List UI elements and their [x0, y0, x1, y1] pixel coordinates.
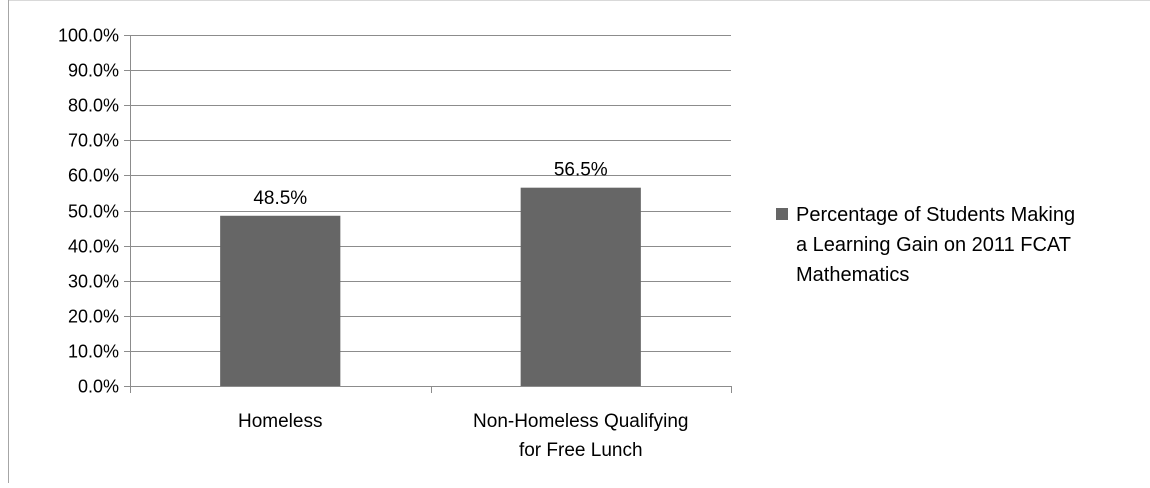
y-tick-label: 30.0%	[68, 272, 119, 292]
legend: Percentage of Students Making a Learning …	[776, 204, 1075, 286]
bars	[220, 187, 641, 386]
axes	[124, 35, 732, 393]
y-tick-label: 90.0%	[68, 61, 119, 81]
x-axis-category-labels: Homeless Non-Homeless Qualifying for Free …	[238, 411, 688, 461]
bar-data-label: 56.5%	[554, 160, 608, 181]
bar-data-label: 48.5%	[253, 188, 307, 209]
data-labels: 48.5% 56.5%	[253, 160, 607, 209]
legend-label: Mathematics	[796, 264, 909, 286]
x-category-label: for Free Lunch	[519, 440, 643, 461]
legend-label: Percentage of Students Making	[796, 204, 1075, 226]
bar	[220, 215, 341, 386]
y-axis-tick-labels: 0.0% 10.0% 20.0% 30.0% 40.0% 50.0% 60.0% 70.0% 8…	[58, 26, 119, 397]
y-tick-label: 20.0%	[68, 307, 119, 327]
y-tick-label: 10.0%	[68, 342, 119, 362]
bar	[520, 187, 641, 386]
legend-swatch	[776, 208, 788, 220]
y-tick-label: 60.0%	[68, 166, 119, 186]
legend-label: a Learning Gain on 2011 FCAT	[796, 234, 1071, 256]
x-category-label: Homeless	[238, 411, 322, 432]
y-tick-label: 0.0%	[78, 377, 119, 397]
y-tick-label: 70.0%	[68, 131, 119, 151]
y-tick-label: 40.0%	[68, 237, 119, 257]
y-tick-label: 80.0%	[68, 96, 119, 116]
y-tick-label: 50.0%	[68, 202, 119, 222]
y-tick-label: 100.0%	[58, 26, 119, 46]
x-category-label: Non-Homeless Qualifying	[473, 411, 688, 432]
